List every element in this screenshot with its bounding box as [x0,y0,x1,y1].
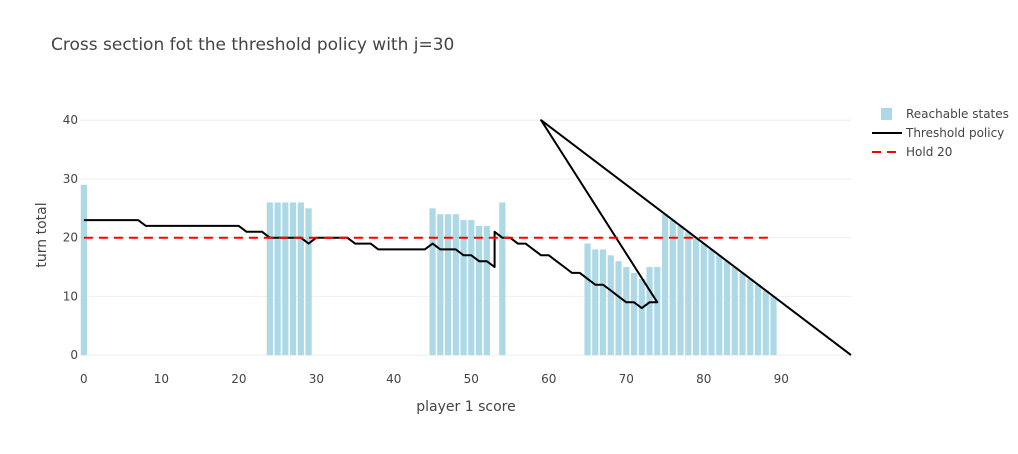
bar-series [80,184,777,356]
bar [770,296,777,356]
bar [483,225,490,356]
chart-title: Cross section fot the threshold policy w… [51,35,454,55]
x-tick-label: 40 [386,372,401,386]
legend: Reachable states Threshold policy Hold 20 [872,107,1009,159]
x-tick-label: 20 [231,372,246,386]
bar [754,284,762,356]
bar [499,202,506,356]
x-tick-label: 60 [541,372,556,386]
bar [607,255,614,356]
y-axis-label: turn total [34,202,50,267]
x-axis-label: player 1 score [416,399,515,415]
bar [747,278,754,356]
bar [700,243,707,356]
legend-label: Reachable states [906,107,1009,121]
bar [266,202,273,356]
x-tick-label: 80 [696,372,711,386]
x-tick-label: 30 [309,372,324,386]
bar [646,267,653,356]
x-tick-label: 10 [154,372,169,386]
bar [762,290,769,356]
bar [452,214,459,356]
x-tick-label: 90 [774,372,789,386]
bar [654,267,661,356]
line-series [83,119,852,356]
bar [429,208,436,356]
bar [305,208,312,356]
bar [716,255,723,356]
bar [692,237,700,356]
bar [669,220,676,356]
legend-label: Threshold policy [905,126,1004,140]
bar [723,261,731,356]
bar [475,225,483,356]
bar [685,231,692,356]
y-tick-label: 0 [70,348,78,362]
bar [739,272,746,356]
bar [615,261,622,356]
threshold-policy-line [83,119,852,356]
bar [444,214,452,356]
bar [731,267,738,356]
y-tick-label: 10 [63,289,78,303]
bar [460,220,467,356]
bar [289,202,297,356]
legend-label: Hold 20 [906,145,952,159]
bar [274,202,281,356]
bar [623,267,630,356]
bar [599,249,607,356]
legend-swatch-reachable-states [881,108,892,120]
bar [661,214,669,356]
bar [677,225,684,356]
bar [630,272,638,356]
y-tick-label: 20 [63,231,78,245]
x-tick-label: 0 [80,372,88,386]
bar [708,249,715,356]
bar [592,249,599,356]
bar [584,243,591,356]
bar [437,214,444,356]
bar [297,202,304,356]
axis-ticks: 0 10 20 30 40 0 10 20 30 40 50 60 70 80 90 [63,113,789,386]
bar [638,278,645,356]
bar [282,202,289,356]
bar [80,184,87,356]
y-tick-label: 40 [63,113,78,127]
x-tick-label: 50 [464,372,479,386]
y-tick-label: 30 [63,172,78,186]
x-tick-label: 70 [619,372,634,386]
bar [468,220,475,356]
